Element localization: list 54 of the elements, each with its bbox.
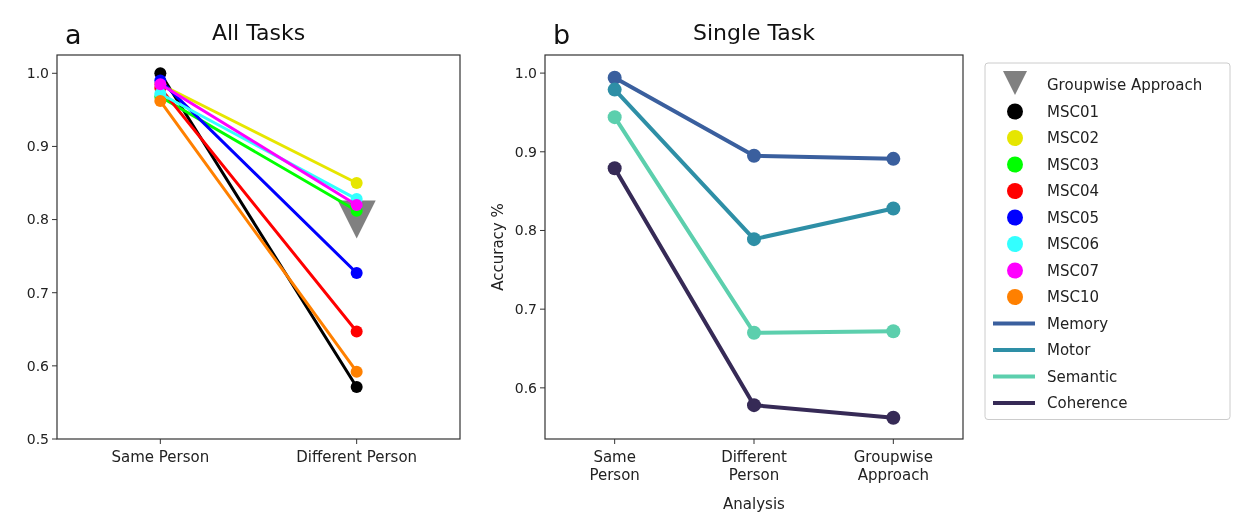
y-tick-label: 0.9: [514, 143, 537, 160]
legend-label: Groupwise Approach: [1047, 76, 1203, 95]
y-tick-label: 0.5: [26, 430, 49, 447]
point: [886, 410, 901, 425]
chart-title: All Tasks: [211, 20, 306, 45]
point: [350, 381, 363, 394]
point: [747, 232, 761, 247]
legend-label: MSC07: [1047, 261, 1100, 280]
y-tick-label: 0.7: [514, 301, 537, 318]
text: a: [65, 19, 82, 50]
point: [350, 325, 363, 338]
point: [154, 95, 167, 108]
legend-label: Motor: [1047, 341, 1092, 360]
y-tick-label: 0.6: [26, 357, 50, 374]
point: [607, 110, 622, 125]
legend-label: MSC02: [1047, 129, 1100, 148]
legend-label: MSC03: [1047, 155, 1100, 174]
legend-label: Memory: [1047, 314, 1109, 333]
legend-label: MSC04: [1047, 182, 1100, 201]
y-tick-label: 0.6: [514, 379, 538, 396]
point: [886, 201, 901, 216]
y-tick-label: 0.7: [26, 284, 49, 301]
point: [747, 325, 761, 340]
y-tick-label: 1.0: [26, 65, 49, 82]
legend-label: MSC06: [1047, 235, 1100, 254]
x-tick-label: Different Person: [721, 448, 787, 484]
x-tick-label: Same Person: [111, 448, 210, 466]
chart-title: Single Task: [692, 20, 816, 45]
legend-label: MSC01: [1047, 102, 1100, 121]
text: b: [553, 19, 571, 50]
y-tick-label: 0.8: [514, 222, 537, 239]
point: [350, 365, 363, 378]
point: [607, 70, 622, 85]
x-axis-title: Analysis: [723, 495, 786, 513]
point: [350, 266, 363, 279]
x-tick-label: Different Person: [296, 448, 418, 466]
point: [886, 151, 901, 166]
y-tick-label: 0.9: [26, 138, 49, 155]
y-tick-label: 0.8: [26, 211, 49, 228]
legend-label: Semantic: [1047, 367, 1118, 386]
point: [886, 324, 901, 339]
legend-label: MSC05: [1047, 208, 1100, 227]
legend-label: Coherence: [1047, 394, 1128, 413]
point: [607, 82, 622, 97]
point: [747, 398, 761, 413]
point: [350, 177, 363, 189]
y-tick-label: 1.0: [514, 65, 537, 81]
y-axis-title: Accuracy %: [489, 203, 507, 291]
point: [350, 198, 363, 211]
legend-label: MSC10: [1047, 288, 1100, 307]
x-tick-label: Same Person: [589, 448, 640, 484]
point: [607, 161, 622, 176]
x-tick-label: Groupwise Approach: [853, 448, 933, 484]
point: [747, 148, 761, 163]
